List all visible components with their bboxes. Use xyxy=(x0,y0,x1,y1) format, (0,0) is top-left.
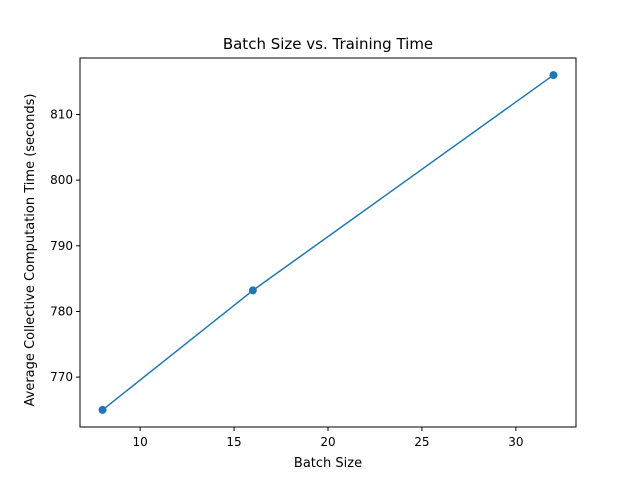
x-tick-label: 20 xyxy=(320,435,335,449)
y-tick-label: 810 xyxy=(50,107,73,121)
plot-frame xyxy=(79,57,577,428)
y-tick-label: 770 xyxy=(50,370,73,384)
x-axis-ticks: 10 15 20 25 30 xyxy=(132,427,524,449)
y-axis-ticks: 770 780 790 800 810 xyxy=(50,107,80,384)
x-tick-label: 30 xyxy=(508,435,523,449)
y-axis-label: Average Collective Computation Time (sec… xyxy=(23,94,38,407)
plot-series xyxy=(98,71,558,414)
y-tick-label: 800 xyxy=(50,173,73,187)
data-point xyxy=(98,405,107,414)
x-axis-label: Batch Size xyxy=(294,456,362,471)
x-tick-label: 15 xyxy=(226,435,241,449)
data-point xyxy=(549,71,558,80)
chart-title: Batch Size vs. Training Time xyxy=(223,35,433,53)
x-tick-label: 10 xyxy=(132,435,147,449)
y-tick-label: 780 xyxy=(50,304,73,318)
y-tick-label: 790 xyxy=(50,239,73,253)
data-point xyxy=(248,286,257,295)
x-tick-label: 25 xyxy=(414,435,429,449)
